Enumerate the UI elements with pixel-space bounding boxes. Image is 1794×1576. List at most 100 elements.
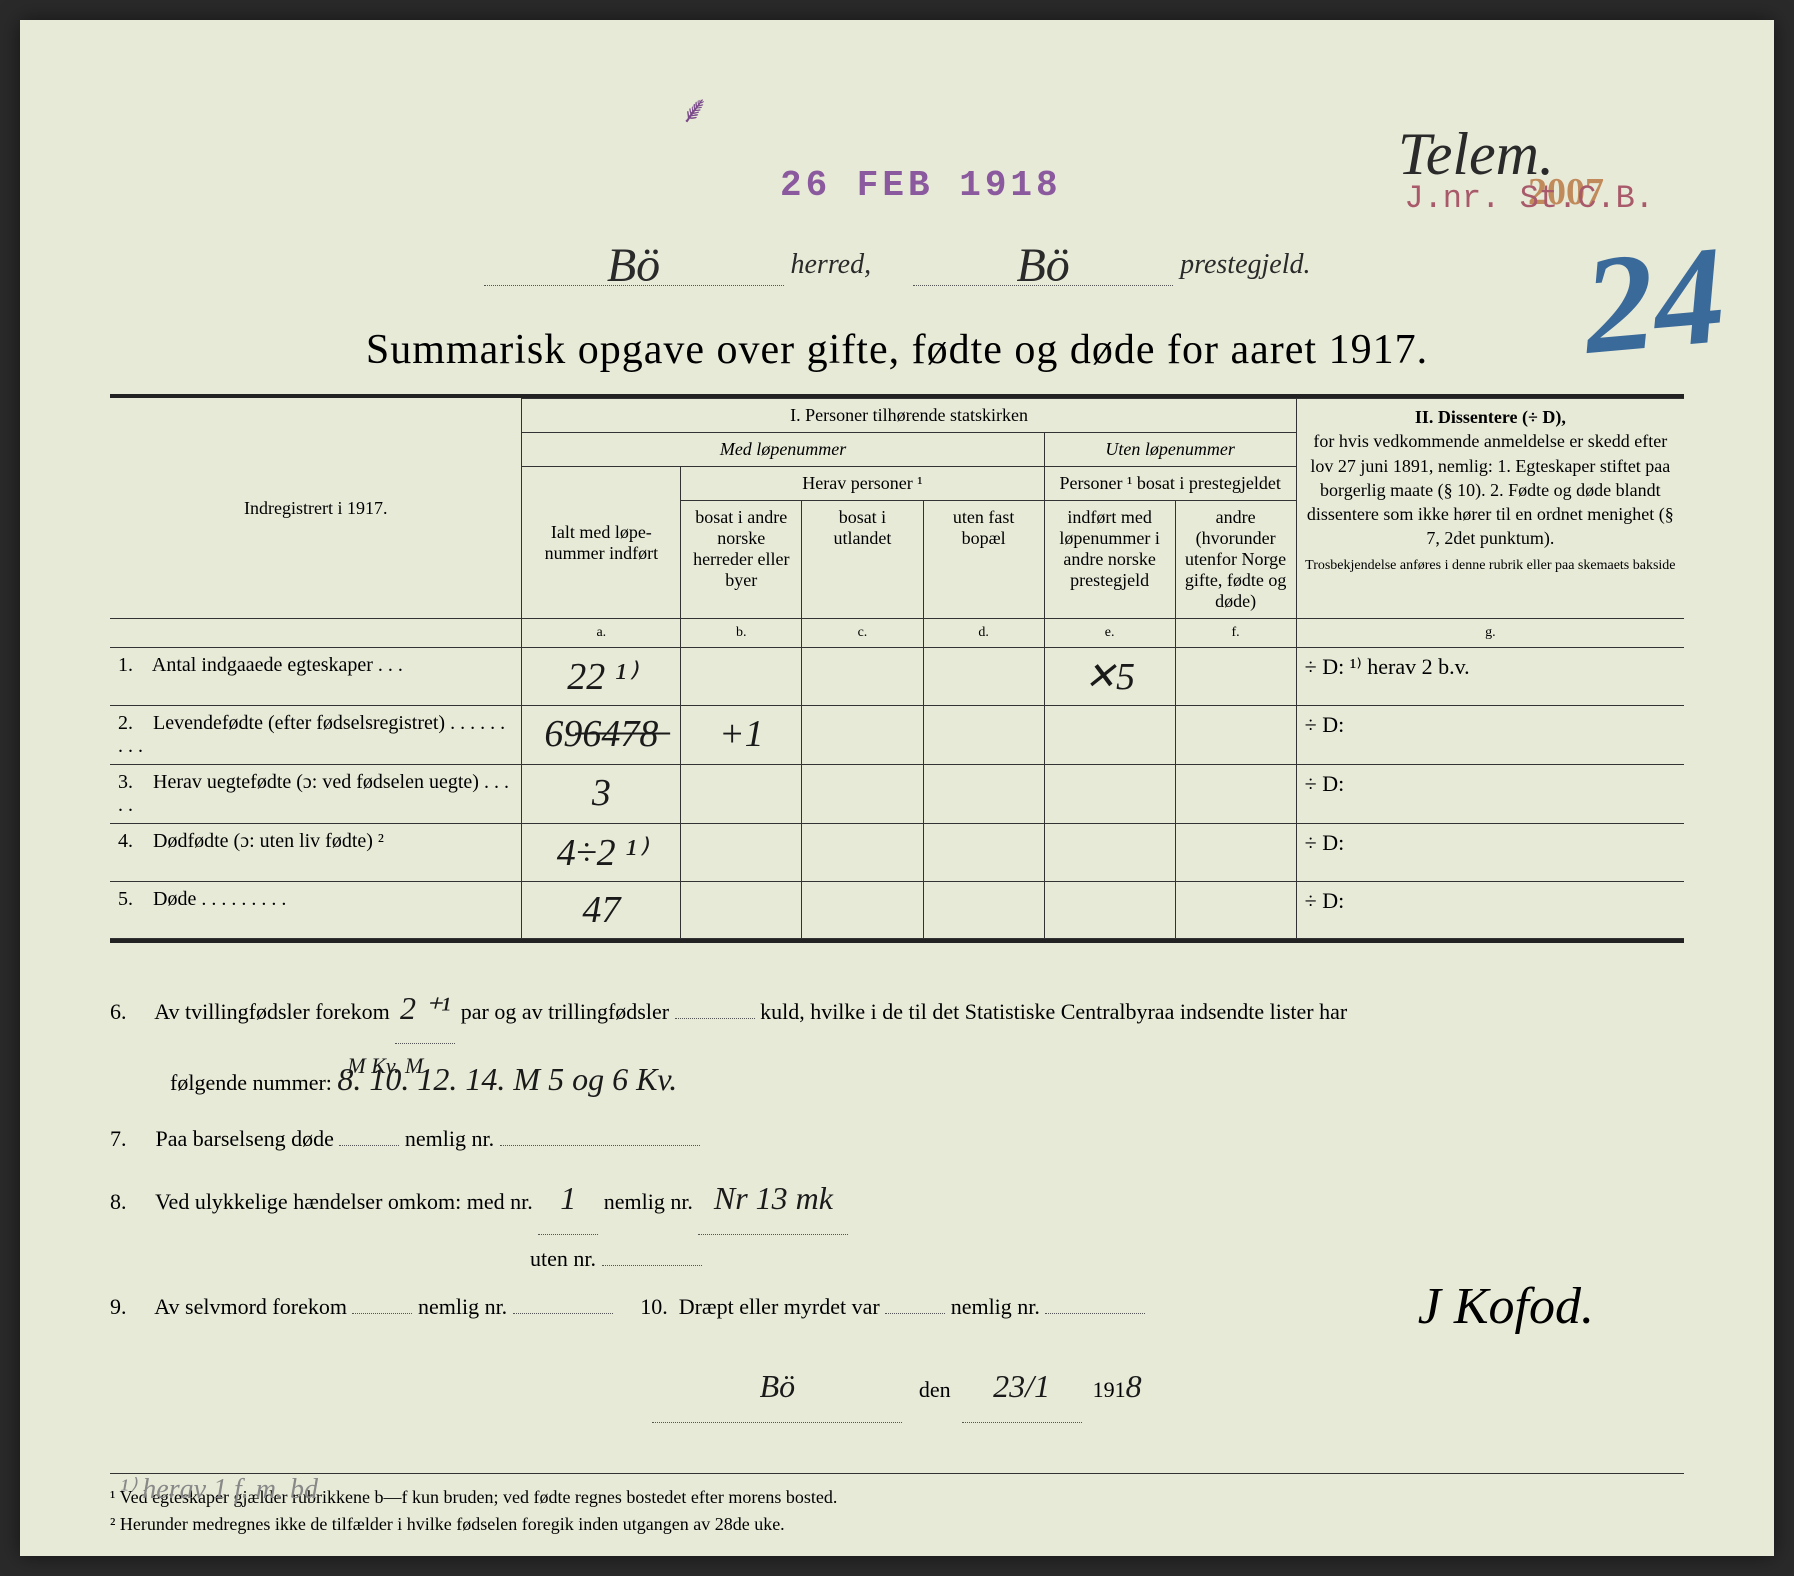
line8-text-a: Ved ulykkelige hændelser omkom: med nr. [155,1189,533,1214]
sig-den: den [919,1377,951,1402]
footnote-2: ² Herunder medregnes ikke de tilfælder i… [110,1511,1684,1538]
line6-text-a: Av tvillingfødsler forekom [154,999,389,1024]
line6-twins: 2 ⁺¹ [400,990,450,1026]
letter-c: c. [802,619,923,648]
cell-f [1175,824,1296,882]
line7-text: Paa barselseng døde [156,1126,334,1151]
section1-header: I. Personer tilhørende statskirken [522,399,1296,433]
signature: J Kofod. [1418,1277,1594,1336]
herred-label: herred, [791,249,872,280]
line8-nemlig-val: Nr 13 mk [714,1180,833,1216]
line6-text-d: følgende nummer: [170,1070,332,1095]
sig-year-prefix: 191 [1093,1377,1126,1402]
page-number-crayon: 24 [1577,214,1730,387]
cell-f [1175,706,1296,765]
line6-col-headers: M Kv. M [347,1042,423,1090]
cell-a: 47 [522,882,681,939]
uten-lope-header: Uten løpenummer [1044,433,1296,467]
herred-value: Bö [607,239,660,292]
cell-b [681,824,802,882]
cell-e [1044,882,1175,939]
table-row: 1. Antal indgaaede egteskaper . . .22 ¹⁾… [110,648,1684,706]
line7-nemlig: nemlig nr. [405,1126,494,1151]
letter-f: f. [1175,619,1296,648]
cell-d [923,882,1044,939]
purple-mark-icon: ⸙ [678,79,713,136]
line-8b: uten nr. [110,1235,1684,1283]
letter-e: e. [1044,619,1175,648]
cell-b [681,648,802,706]
line-6-cont: følgende nummer: M Kv. M 8. 10. 12. 14. … [110,1044,1684,1114]
letter-g: g. [1296,619,1684,648]
indregistrert-header: Indregistrert i 1917. [110,399,522,619]
main-table: Indregistrert i 1917. I. Personer tilhør… [110,398,1684,939]
line-8: 8. Ved ulykkelige hændelser omkom: med n… [110,1163,1684,1234]
cell-e [1044,706,1175,765]
cell-g: ÷ D: [1296,765,1684,824]
line8-nemlig: nemlig nr. [604,1189,693,1214]
cell-g: ÷ D: [1296,824,1684,882]
letter-d: d. [923,619,1044,648]
cell-d [923,648,1044,706]
line6-text-b: par og av trillingfødsler [461,999,669,1024]
line6-text-c: kuld, hvilke i de til det Statistiske Ce… [760,999,1347,1024]
table-row: 4. Dødfødte (ɔ: uten liv fødte) ²4÷2 ¹⁾ ÷… [110,824,1684,882]
header-line: Bö herred, Bö prestegjeld. [110,230,1684,286]
cell-c [802,765,923,824]
prestegjeld-value: Bö [1016,239,1069,292]
date-stamp: 26 FEB 1918 [780,165,1062,206]
cell-c [802,882,923,939]
footnotes: ¹ Ved egteskaper gjælder rubrikkene b—f … [110,1473,1684,1538]
cell-f [1175,882,1296,939]
letter-b: b. [681,619,802,648]
table-bottom-rule [110,939,1684,943]
footnote-1: ¹ Ved egteskaper gjælder rubrikkene b—f … [110,1484,1684,1511]
section2-header: II. Dissentere (÷ D), for hvis vedkommen… [1296,399,1684,619]
cell-f [1175,648,1296,706]
blank-corner [110,619,522,648]
col-a-header: Ialt med løpe-nummer indført [522,467,681,619]
cell-b [681,882,802,939]
cell-b: +1 [681,706,802,765]
table-row: 3. Herav uegtefødte (ɔ: ved fødselen ueg… [110,765,1684,824]
dissentere-title: II. Dissentere (÷ D), [1305,405,1676,429]
sig-place: Bö [760,1368,796,1404]
row-label: 5. Døde . . . . . . . . . [110,882,522,939]
cell-e [1044,824,1175,882]
table-row: 5. Døde . . . . . . . . .47 ÷ D: [110,882,1684,939]
cell-f [1175,765,1296,824]
personer-bosat-header: Personer ¹ bosat i prestegjeldet [1044,467,1296,501]
cell-b [681,765,802,824]
line-7: 7. Paa barselseng døde nemlig nr. [110,1115,1684,1163]
row-label: 4. Dødfødte (ɔ: uten liv fødte) ² [110,824,522,882]
line8-mednum: 1 [560,1180,576,1216]
document-page: ⸙ 26 FEB 1918 Telem. 2007 J.nr. St.C.B. … [20,20,1774,1556]
lower-section: 6. Av tvillingfødsler forekom 2 ⁺¹ par o… [110,973,1684,1423]
col-b-header: bosat i andre norske herreder eller byer [681,501,802,619]
cell-d [923,824,1044,882]
dissentere-note: Trosbekjendelse anføres i denne rubrik e… [1305,557,1676,576]
cell-e [1044,765,1175,824]
cell-g: ÷ D: [1296,706,1684,765]
cell-d [923,765,1044,824]
table-row: 2. Levendefødte (efter fødselsregistret)… [110,706,1684,765]
cell-e: ✕5 [1044,648,1175,706]
page-title: Summarisk opgave over gifte, fødte og dø… [110,326,1684,374]
dissentere-body: for hvis vedkommende anmeldelse er skedd… [1307,431,1674,548]
cell-g: ÷ D: [1296,882,1684,939]
line10-text: Dræpt eller myrdet var [679,1294,880,1319]
row-label: 1. Antal indgaaede egteskaper . . . [110,648,522,706]
line-6: 6. Av tvillingfødsler forekom 2 ⁺¹ par o… [110,973,1684,1044]
cell-a: 69̶6̶4̶7̶8̶ [522,706,681,765]
line10-nemlig: nemlig nr. [951,1294,1040,1319]
pencil-note: ¹⁾ herav 1 f. m. bd [120,1472,318,1506]
herav-header: Herav personer ¹ [681,467,1044,501]
col-e-header: indført med løpenummer i andre norske pr… [1044,501,1175,619]
sig-date: 23/1 [993,1368,1050,1404]
cell-a: 4÷2 ¹⁾ [522,824,681,882]
col-f-header: andre (hvorunder utenfor Norge gifte, fø… [1175,501,1296,619]
cell-c [802,648,923,706]
cell-c [802,706,923,765]
letter-a: a. [522,619,681,648]
signature-line: Bö den 23/1 1918 [110,1351,1684,1422]
